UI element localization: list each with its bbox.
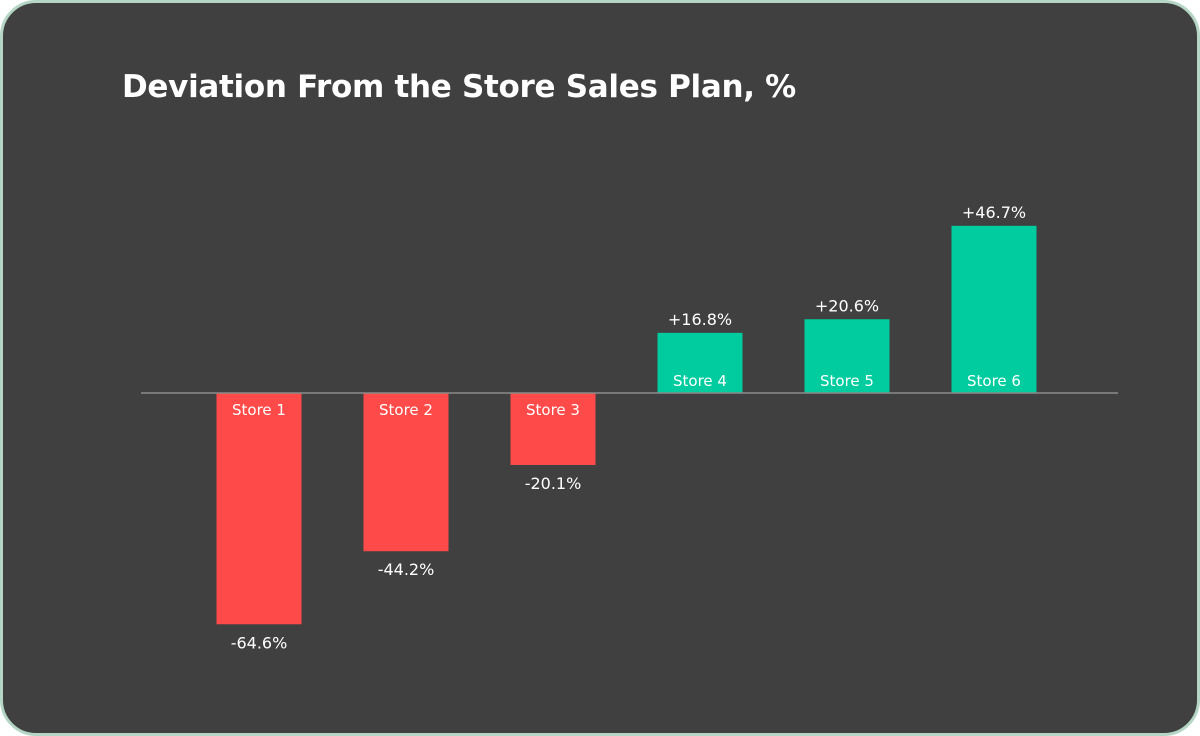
data-label: -20.1%	[525, 474, 582, 493]
category-label: Store 5	[820, 372, 874, 390]
data-label: +16.8%	[668, 310, 732, 329]
bar-5	[804, 319, 890, 393]
bar-6	[951, 225, 1037, 393]
data-label: +46.7%	[962, 203, 1026, 222]
data-label: -64.6%	[231, 633, 288, 652]
bar-3	[510, 393, 596, 465]
data-label: -44.2%	[378, 560, 435, 579]
category-label: Store 6	[967, 372, 1021, 390]
bar-1	[216, 393, 302, 625]
chart-title: Deviation From the Store Sales Plan, %	[122, 69, 796, 105]
category-label: Store 3	[526, 401, 580, 419]
bar-2	[363, 393, 449, 552]
category-label: Store 2	[379, 401, 433, 419]
bar-4	[657, 332, 743, 393]
category-label: Store 1	[232, 401, 286, 419]
category-label: Store 4	[673, 372, 727, 390]
data-label: +20.6%	[815, 296, 879, 315]
